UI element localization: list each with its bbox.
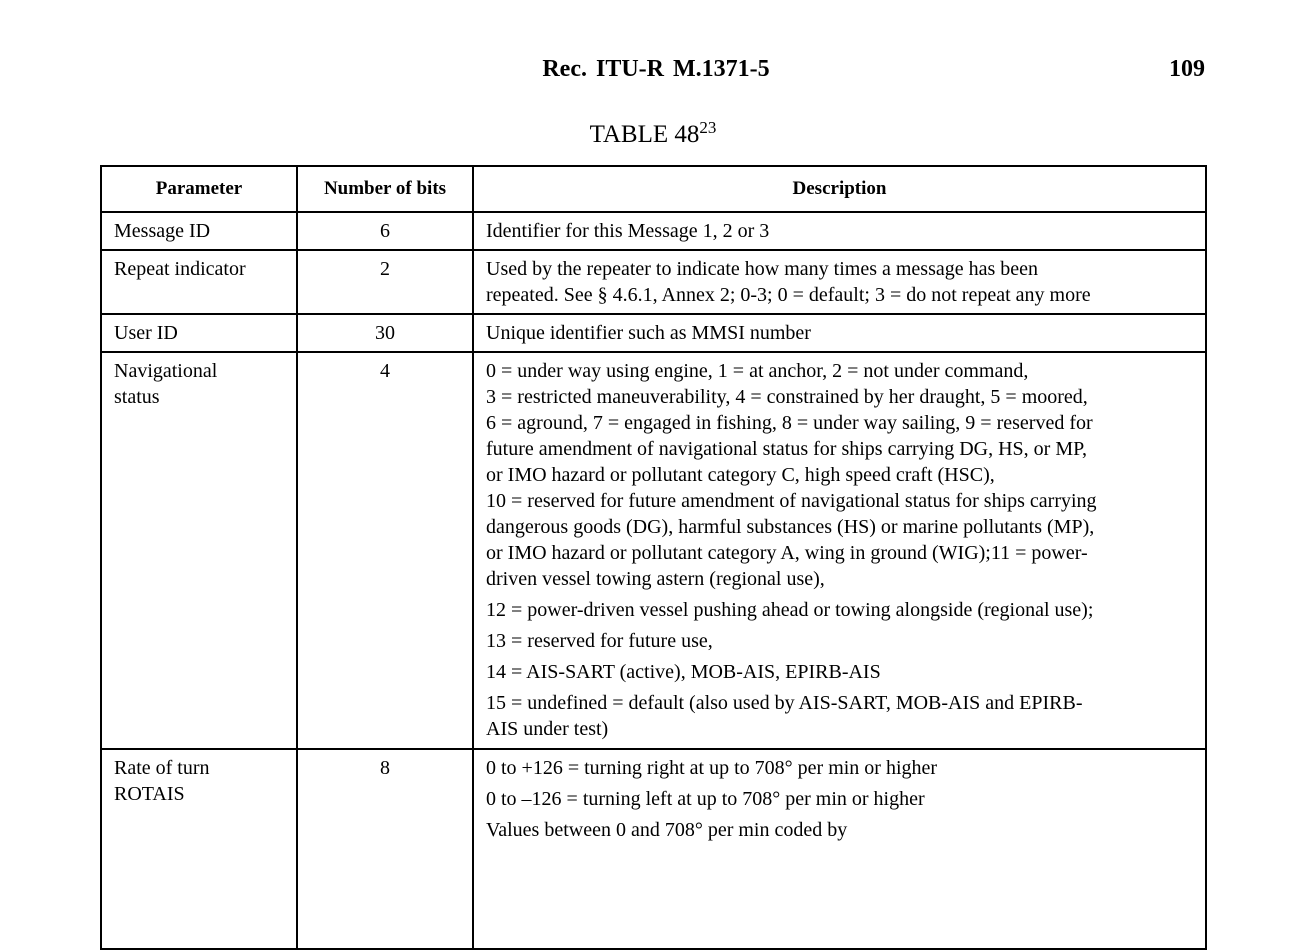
table-title: TABLE 4823	[0, 118, 1297, 149]
parameter-cell: Navigational status	[100, 351, 298, 750]
column-header-parameter: Parameter	[100, 165, 298, 213]
parameter-cell: User ID	[100, 313, 298, 353]
description-paragraph: Identifier for this Message 1, 2 or 3	[486, 218, 1193, 244]
table-row: Message ID 6 Identifier for this Message 1…	[100, 211, 1207, 251]
parameter-text: ROTAIS	[114, 783, 185, 805]
description-paragraph: 12 = power-driven vessel pushing ahead o…	[486, 597, 1193, 623]
description-cell: 0 = under way using engine, 1 = at ancho…	[472, 351, 1207, 750]
description-paragraph: 0 = under way using engine, 1 = at ancho…	[486, 358, 1193, 592]
description-paragraph: 13 = reserved for future use,	[486, 628, 1193, 654]
parameter-text: Rate of turn	[114, 757, 210, 779]
description-line: 15 = undefined = default (also used by A…	[486, 692, 1083, 714]
description-line: Values between 0 and 708° per min coded …	[486, 819, 848, 841]
description-line: Identifier for this Message 1, 2 or 3	[486, 220, 770, 242]
table-row: Rate of turn ROTAIS 8 0 to +126 = turning r…	[100, 748, 1207, 950]
page-number: 109	[1169, 56, 1205, 82]
footnote-ref: 23	[699, 118, 717, 137]
parameter-text: Repeat indicator	[114, 258, 246, 280]
description-paragraph: Unique identifier such as MMSI number	[486, 320, 1193, 346]
table-row: User ID 30 Unique identifier such as MMSI …	[100, 313, 1207, 353]
description-line: or IMO hazard or pollutant category C, h…	[486, 464, 995, 486]
bits-cell: 8	[296, 748, 474, 950]
parameter-cell: Rate of turn ROTAIS	[100, 748, 298, 950]
document-header-title: Rec. ITU-R M.1371-5	[542, 56, 770, 82]
table-row: Repeat indicator 2 Used by the repeater to…	[100, 249, 1207, 315]
description-line: 12 = power-driven vessel pushing ahead o…	[486, 599, 1094, 621]
parameter-table: Parameter Number of bits Description Mes…	[100, 165, 1207, 950]
description-line: Unique identifier such as MMSI number	[486, 322, 811, 344]
description-paragraph: 14 = AIS-SART (active), MOB-AIS, EPIRB-A…	[486, 659, 1193, 685]
description-paragraph: 15 = undefined = default (also used by A…	[486, 690, 1193, 742]
description-line: future amendment of navigational status …	[486, 438, 1088, 460]
description-paragraph: Used by the repeater to indicate how man…	[486, 256, 1193, 308]
description-line: dangerous goods (DG), harmful substances…	[486, 516, 1095, 538]
description-line: driven vessel towing astern (regional us…	[486, 568, 825, 590]
description-line: 0 to –126 = turning left at up to 708° p…	[486, 788, 925, 810]
description-line: 3 = restricted maneuverability, 4 = cons…	[486, 386, 1088, 408]
bits-cell: 4	[296, 351, 474, 750]
description-paragraph: Values between 0 and 708° per min coded …	[486, 817, 1193, 843]
table-header-row: Parameter Number of bits Description	[100, 165, 1207, 213]
parameter-text: status	[114, 386, 160, 408]
parameter-cell: Message ID	[100, 211, 298, 251]
description-line: Used by the repeater to indicate how man…	[486, 258, 1039, 280]
description-line: repeated. See § 4.6.1, Annex 2; 0-3; 0 =…	[486, 284, 1091, 306]
description-line: 14 = AIS-SART (active), MOB-AIS, EPIRB-A…	[486, 661, 881, 683]
parameter-text: User ID	[114, 322, 178, 344]
bits-cell: 2	[296, 249, 474, 315]
description-line: 0 = under way using engine, 1 = at ancho…	[486, 360, 1029, 382]
description-line: AIS under test)	[486, 718, 609, 740]
bits-cell: 6	[296, 211, 474, 251]
description-line: 10 = reserved for future amendment of na…	[486, 490, 1097, 512]
description-line: or IMO hazard or pollutant category A, w…	[486, 542, 1088, 564]
description-line: 6 = aground, 7 = engaged in fishing, 8 =…	[486, 412, 1093, 434]
description-cell: Identifier for this Message 1, 2 or 3	[472, 211, 1207, 251]
description-paragraph: 0 to –126 = turning left at up to 708° p…	[486, 786, 1193, 812]
description-line: 0 to +126 = turning right at up to 708° …	[486, 757, 938, 779]
table-title-text: TABLE 48	[589, 121, 700, 148]
description-cell: Used by the repeater to indicate how man…	[472, 249, 1207, 315]
column-header-description: Description	[472, 165, 1207, 213]
table-row: Navigational status 4 0 = under way using e…	[100, 351, 1207, 750]
parameter-cell: Repeat indicator	[100, 249, 298, 315]
parameter-text: Navigational	[114, 360, 218, 382]
description-cell: Unique identifier such as MMSI number	[472, 313, 1207, 353]
description-line: 13 = reserved for future use,	[486, 630, 713, 652]
bits-cell: 30	[296, 313, 474, 353]
column-header-bits: Number of bits	[296, 165, 474, 213]
description-paragraph: 0 to +126 = turning right at up to 708° …	[486, 755, 1193, 781]
parameter-text: Message ID	[114, 220, 211, 242]
description-cell: 0 to +126 = turning right at up to 708° …	[472, 748, 1207, 950]
